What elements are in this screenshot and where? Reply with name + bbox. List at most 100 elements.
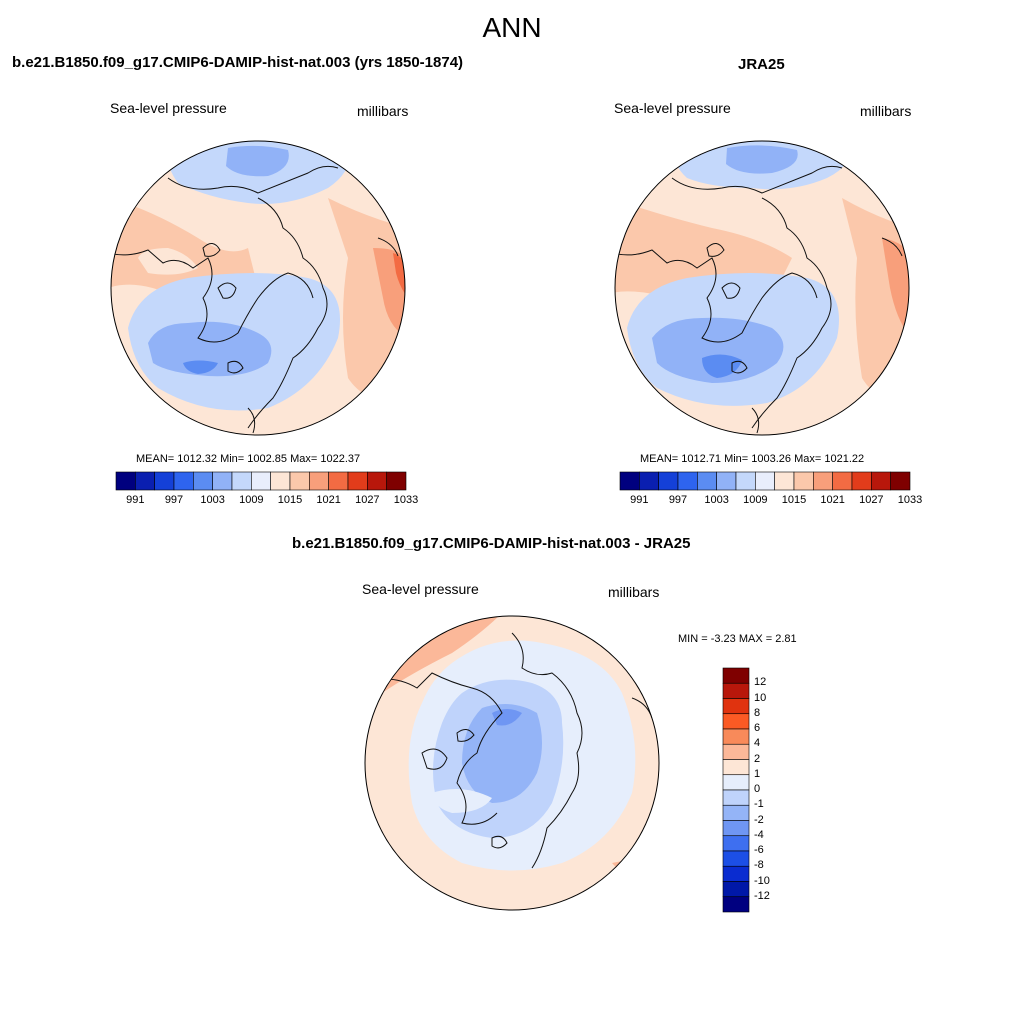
colorbar-tick-label: 2	[754, 752, 761, 765]
colorbar-tick-label: 1027	[859, 494, 884, 506]
panel-model-stats: MEAN= 1012.32 Min= 1002.85 Max= 1022.37	[136, 453, 361, 465]
map-low-pressure-core	[652, 317, 784, 383]
map-low-pressure-core	[148, 321, 272, 377]
colorbar-tick-label: 1021	[820, 494, 845, 506]
map-boundary	[364, 615, 660, 911]
colorbar-swatch	[722, 759, 750, 776]
colorbar-tick-label: 997	[164, 494, 184, 506]
colorbar-swatch	[722, 667, 750, 684]
colorbar-swatch	[386, 471, 407, 491]
colorbar-swatch	[212, 471, 233, 491]
colorbar-swatch	[722, 896, 750, 913]
map-positive-anomaly	[612, 853, 659, 910]
colorbar-tick-label: 1015	[277, 494, 303, 506]
panel-diff-units-label: millibars	[608, 584, 660, 600]
colorbar-tick-label: -6	[754, 844, 764, 856]
panel-model-title: b.e21.B1850.f09_g17.CMIP6-DAMIP-hist-nat…	[12, 54, 464, 71]
map-boundary	[614, 140, 910, 436]
colorbar-tick-label: 1033	[897, 494, 923, 506]
panel-obs-variable-label: Sea-level pressure	[614, 100, 731, 116]
panel-obs-polar-map	[614, 140, 910, 436]
panel-model-variable-label: Sea-level pressure	[110, 100, 227, 116]
colorbar-swatch	[832, 471, 853, 491]
colorbar-swatch	[193, 471, 213, 491]
panel-diff-title: b.e21.B1850.f09_g17.CMIP6-DAMIP-hist-nat…	[292, 535, 691, 552]
colorbar-tick-label: 1003	[704, 494, 729, 506]
colorbar-tick-label: 1015	[781, 494, 807, 506]
map-low-pressure-minimum	[702, 354, 742, 378]
colorbar-swatch	[231, 471, 252, 491]
colorbar-swatch	[173, 471, 194, 491]
colorbar-swatch	[639, 471, 659, 491]
colorbar-swatch	[722, 820, 750, 837]
panel-diff-colorbar	[722, 667, 750, 913]
panel-obs-stats: MEAN= 1012.71 Min= 1003.26 Max= 1021.22	[640, 453, 865, 465]
colorbar-swatch	[722, 682, 750, 699]
panel-obs-title: JRA25	[738, 56, 785, 73]
colorbar-tick-label: -12	[754, 889, 770, 902]
colorbar-tick-label: -8	[754, 859, 764, 872]
colorbar-tick-label: 1021	[316, 494, 341, 506]
colorbar-swatch	[722, 713, 750, 730]
panel-diff-stats: MIN = -3.23 MAX = 2.81	[678, 633, 797, 645]
colorbar-tick-label: -10	[754, 874, 770, 887]
colorbar-swatch	[722, 774, 750, 791]
colorbar-swatch	[851, 471, 872, 491]
colorbar-swatch	[367, 471, 387, 491]
map-low-pressure-minimum	[183, 360, 218, 374]
map-coastlines	[111, 165, 399, 434]
panel-diff-polar-map	[364, 615, 660, 911]
panel-diff-variable-label: Sea-level pressure	[362, 581, 479, 597]
colorbar-swatch	[135, 471, 155, 491]
colorbar-swatch	[722, 865, 750, 882]
colorbar-tick-label: 12	[754, 676, 767, 689]
colorbar-swatch	[697, 471, 717, 491]
colorbar-tick-label: 1003	[200, 494, 225, 506]
colorbar-swatch	[154, 471, 175, 491]
colorbar-tick-label: -4	[754, 828, 764, 841]
colorbar-swatch	[793, 471, 814, 491]
colorbar-swatch	[755, 471, 775, 491]
colorbar-tick-label: 1009	[743, 494, 768, 506]
colorbar-swatch	[735, 471, 756, 491]
colorbar-tick-label: -1	[754, 798, 764, 811]
colorbar-swatch	[115, 471, 136, 491]
panel-model-colorbar	[115, 471, 407, 491]
colorbar-tick-label: 997	[668, 494, 688, 506]
colorbar-tick-label: 1033	[393, 494, 419, 506]
colorbar-swatch	[289, 471, 310, 491]
colorbar-swatch	[722, 835, 750, 852]
map-high-pressure-region	[882, 238, 909, 338]
map-coastlines	[615, 165, 903, 434]
colorbar-swatch	[722, 698, 750, 715]
map-high-pressure-region	[328, 198, 405, 401]
map-low-pressure-core	[226, 145, 289, 177]
colorbar-tick-label: 10	[754, 691, 767, 704]
colorbar-swatch	[251, 471, 271, 491]
colorbar-tick-label: 8	[754, 706, 761, 719]
colorbar-swatch	[270, 471, 291, 491]
colorbar-swatch	[722, 743, 750, 760]
map-negative-anomaly-core	[462, 704, 542, 803]
colorbar-tick-label: 6	[754, 722, 761, 734]
colorbar-swatch	[716, 471, 737, 491]
colorbar-swatch	[722, 804, 750, 821]
map-boundary	[110, 140, 406, 436]
panel-obs-colorbar-ticks: 991 997 1003 1009 1015 1021 1027 1033	[620, 494, 922, 508]
colorbar-swatch	[890, 471, 911, 491]
colorbar-tick-label: 991	[630, 494, 649, 506]
colorbar-swatch	[677, 471, 698, 491]
figure-title: ANN	[482, 12, 542, 43]
panel-model-units-label: millibars	[357, 103, 409, 119]
map-low-pressure-core	[726, 145, 798, 174]
colorbar-swatch	[722, 881, 750, 898]
colorbar-swatch	[722, 850, 750, 867]
colorbar-swatch	[871, 471, 891, 491]
colorbar-swatch	[813, 471, 833, 491]
colorbar-tick-label: 4	[754, 737, 761, 750]
colorbar-swatch	[347, 471, 368, 491]
colorbar-swatch	[658, 471, 679, 491]
colorbar-swatch	[722, 728, 750, 745]
panel-obs-units-label: millibars	[860, 103, 912, 119]
map-negative-anomaly-minimum	[492, 709, 522, 726]
